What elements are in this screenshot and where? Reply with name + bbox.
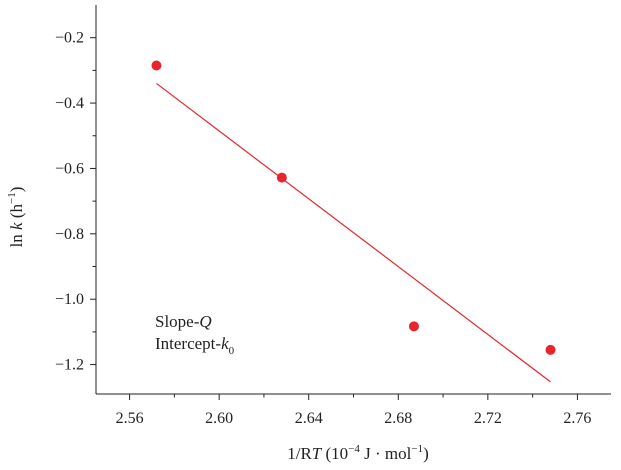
y-tick-label: −0.4 [55, 95, 84, 112]
x-axis-title: 1/RT (10−4 J · mol−1) [287, 443, 429, 463]
fit-line [156, 82, 551, 383]
y-tick-label: −0.8 [55, 226, 84, 243]
tick-group: 2.56 2.60 2.64 2.68 2.72 2.76 −0.2 −0.4 −0.6 −0.8… [55, 30, 591, 427]
y-axis-title: ln k (h−1) [6, 187, 26, 248]
data-marks [151, 60, 556, 383]
y-tick-label: −1.0 [55, 291, 84, 308]
x-tick-label: 2.68 [384, 410, 412, 427]
annotation-intercept: Intercept-k0 [155, 334, 235, 357]
x-tick-label: 2.56 [116, 410, 144, 427]
x-tick-label: 2.72 [474, 410, 502, 427]
data-point [408, 321, 419, 332]
data-point [545, 344, 556, 355]
y-tick-label: −1.2 [55, 357, 84, 374]
x-tick-label: 2.64 [295, 410, 323, 427]
data-point [151, 60, 162, 71]
x-tick-label: 2.60 [205, 410, 233, 427]
y-tick-label: −0.2 [55, 30, 84, 47]
annotation-slope: Slope-Q [155, 312, 212, 331]
x-tick-label: 2.76 [563, 410, 591, 427]
y-tick-label: −0.6 [55, 160, 84, 177]
